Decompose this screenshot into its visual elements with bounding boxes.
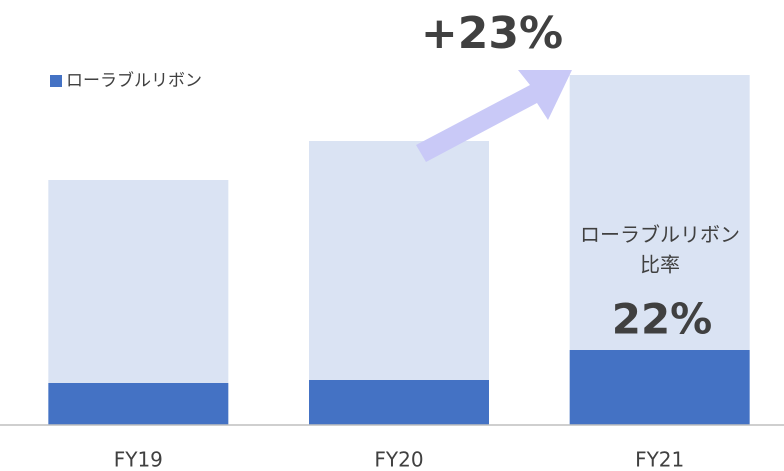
growth-arrow xyxy=(416,70,572,162)
bar-segment xyxy=(48,180,229,383)
legend-label: ローラブルリボン xyxy=(66,70,202,91)
bar-segment xyxy=(48,383,229,425)
bar-segment xyxy=(309,380,489,425)
growth-label: +23% xyxy=(421,8,563,59)
bar-segment xyxy=(569,350,750,425)
x-tick-label: FY20 xyxy=(374,448,423,471)
x-tick-label: FY21 xyxy=(635,448,684,471)
ratio-title: ローラブルリボン xyxy=(580,223,740,247)
bar-segment xyxy=(569,75,750,350)
x-tick-label: FY19 xyxy=(114,448,163,471)
ratio-title: 比率 xyxy=(640,253,680,277)
legend-swatch xyxy=(50,75,62,87)
ratio-value: 22% xyxy=(612,295,713,344)
bar-segment xyxy=(309,141,489,380)
